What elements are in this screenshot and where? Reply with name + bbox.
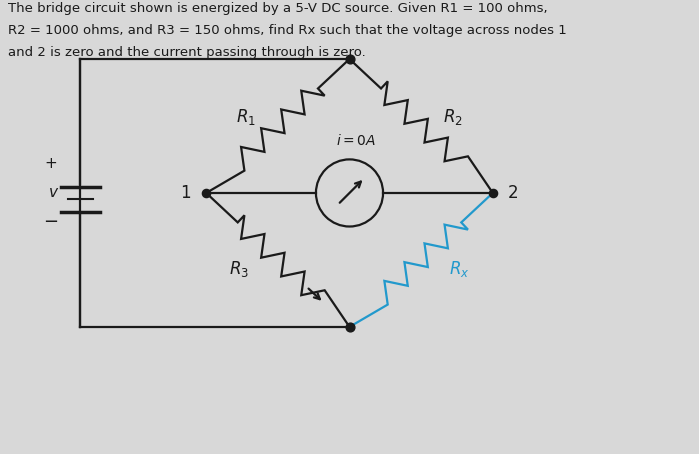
Text: R2 = 1000 ohms, and R3 = 150 ohms, find Rx such that the voltage across nodes 1: R2 = 1000 ohms, and R3 = 150 ohms, find …: [8, 24, 567, 37]
Point: [487, 189, 498, 197]
Text: $R_1$: $R_1$: [236, 107, 257, 127]
Text: +: +: [45, 156, 57, 171]
Point: [201, 189, 212, 197]
Text: $i=0A$: $i=0A$: [336, 133, 377, 148]
Text: $R_3$: $R_3$: [229, 259, 250, 279]
Text: $v$: $v$: [48, 185, 59, 201]
Text: 1: 1: [180, 184, 191, 202]
Text: −: −: [43, 213, 59, 232]
Point: [344, 55, 355, 63]
Text: $R_x$: $R_x$: [449, 259, 470, 279]
Text: 2: 2: [508, 184, 519, 202]
Text: $R_2$: $R_2$: [442, 107, 463, 127]
Point: [344, 323, 355, 331]
Text: The bridge circuit shown is energized by a 5-V DC source. Given R1 = 100 ohms,: The bridge circuit shown is energized by…: [8, 2, 548, 15]
Text: and 2 is zero and the current passing through is zero.: and 2 is zero and the current passing th…: [8, 46, 366, 59]
